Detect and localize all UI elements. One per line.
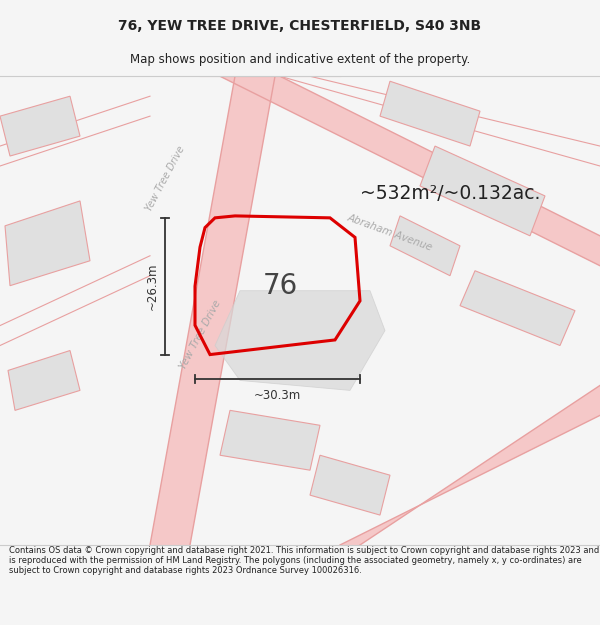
Polygon shape — [5, 201, 90, 286]
Text: Contains OS data © Crown copyright and database right 2021. This information is : Contains OS data © Crown copyright and d… — [9, 546, 599, 576]
Polygon shape — [220, 411, 320, 470]
Polygon shape — [8, 351, 80, 411]
Text: ~26.3m: ~26.3m — [146, 262, 159, 310]
Text: Yew Tree Drive: Yew Tree Drive — [178, 299, 223, 371]
Text: Yew Tree Drive: Yew Tree Drive — [143, 144, 187, 213]
Polygon shape — [340, 386, 600, 545]
Polygon shape — [390, 216, 460, 276]
Text: Map shows position and indicative extent of the property.: Map shows position and indicative extent… — [130, 53, 470, 66]
Polygon shape — [215, 291, 385, 391]
Text: ~532m²/~0.132ac.: ~532m²/~0.132ac. — [360, 184, 541, 203]
Text: ~30.3m: ~30.3m — [254, 389, 301, 402]
Polygon shape — [460, 271, 575, 346]
Polygon shape — [220, 46, 600, 266]
Text: 76: 76 — [262, 272, 298, 300]
Polygon shape — [310, 455, 390, 515]
Polygon shape — [380, 81, 480, 146]
Polygon shape — [420, 146, 545, 236]
Polygon shape — [150, 76, 275, 545]
Polygon shape — [0, 96, 80, 156]
Text: 76, YEW TREE DRIVE, CHESTERFIELD, S40 3NB: 76, YEW TREE DRIVE, CHESTERFIELD, S40 3N… — [118, 19, 482, 33]
Text: Abraham Avenue: Abraham Avenue — [346, 213, 434, 253]
